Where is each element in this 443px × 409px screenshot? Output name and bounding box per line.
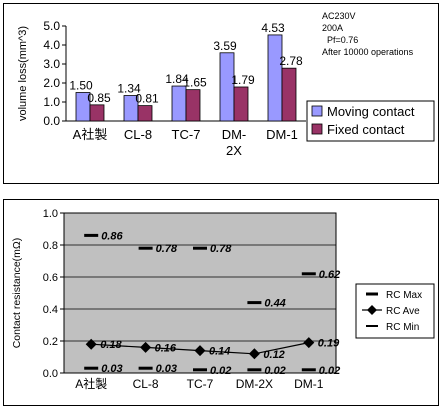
data-label: 0.81 xyxy=(135,92,159,106)
legend-box xyxy=(306,100,435,142)
legend-swatch xyxy=(311,105,323,117)
y-axis-label: volume loss(mm^3) xyxy=(17,26,29,121)
rc-max-label: 0.78 xyxy=(210,243,232,255)
rc-min-label: 0.03 xyxy=(156,363,177,375)
data-label: 2.78 xyxy=(279,54,303,68)
rc-ave-label: 0.12 xyxy=(263,349,284,361)
legend-swatch xyxy=(367,305,377,315)
data-label: 1.79 xyxy=(231,73,255,87)
data-label: 0.85 xyxy=(87,91,111,105)
y-tick-label: 5.0 xyxy=(43,19,60,33)
x-tick-label: CL-8 xyxy=(124,127,152,142)
rc-max-label: 0.78 xyxy=(156,243,178,255)
y-tick-label: 1.0 xyxy=(43,208,58,220)
rc-max-label: 0.62 xyxy=(319,269,340,281)
x-tick-label: CL-8 xyxy=(133,377,159,391)
annotation: 200A xyxy=(322,23,343,33)
rc-max-label: 0.44 xyxy=(264,298,285,310)
contact-resistance-chart-panel: 0.0 0.2 0.4 0.6 0.8 1.0 Contact resistance(mΩ)… xyxy=(3,199,439,406)
bar-fixed xyxy=(137,105,153,122)
y-tick-label: 1.0 xyxy=(43,95,60,109)
rc-ave-marker xyxy=(140,341,152,353)
annotation: After 10000 operations xyxy=(322,47,414,57)
rc-min-label: 0.03 xyxy=(101,363,122,375)
rc-max-label: 0.86 xyxy=(101,230,123,242)
y-tick-label: 3.0 xyxy=(43,57,60,71)
rc-ave-label: 0.19 xyxy=(318,338,340,350)
x-tick-label: DM-1 xyxy=(294,377,324,391)
rc-min-label: 0.02 xyxy=(264,365,285,377)
legend: Moving contact Fixed contact xyxy=(306,100,435,142)
data-label: 1.84 xyxy=(165,72,189,86)
rc-min-label: 0.02 xyxy=(210,365,231,377)
rc-ave-label: 0.14 xyxy=(209,346,230,358)
y-tick-label: 0.0 xyxy=(43,114,60,128)
bar-fixed xyxy=(89,104,105,122)
legend-label: RC Max xyxy=(386,290,422,301)
rc-ave-marker xyxy=(85,338,97,350)
legend-label: RC Ave xyxy=(386,306,420,317)
rc-ave-marker xyxy=(303,337,315,349)
data-label: 3.59 xyxy=(213,39,237,53)
rc-ave-label: 0.16 xyxy=(155,342,177,354)
data-label: 1.50 xyxy=(69,79,93,93)
bar-moving xyxy=(171,85,187,122)
y-tick-label: 0.0 xyxy=(43,368,58,380)
rc-min-label: 0.02 xyxy=(319,365,340,377)
y-tick-label: 0.4 xyxy=(43,304,58,316)
volume-loss-chart-panel: 0.0 1.0 2.0 3.0 4.0 5.0 volume loss(mm^3) 1.50 0… xyxy=(3,3,439,184)
bar-fixed xyxy=(281,67,297,122)
rc-ave-marker xyxy=(248,348,260,360)
x-tick-label: DM- xyxy=(222,127,247,142)
annotation: AC230V xyxy=(322,11,356,21)
y-tick-label: 2.0 xyxy=(43,76,60,90)
bar-fixed xyxy=(233,86,249,122)
y-tick-label: 0.2 xyxy=(43,336,58,348)
x-tick-label: A社製 xyxy=(73,127,108,142)
data-label: 4.53 xyxy=(261,21,285,35)
y-tick-label: 4.0 xyxy=(43,38,60,52)
legend-label: Moving contact xyxy=(327,104,415,119)
x-tick-label: 2X xyxy=(226,143,242,158)
y-tick-label: 0.8 xyxy=(43,240,58,252)
x-tick-label: A社製 xyxy=(75,376,107,391)
contact-resistance-chart: 0.0 0.2 0.4 0.6 0.8 1.0 Contact resistance(mΩ)… xyxy=(11,208,435,391)
legend: RC Max RC Ave RC Min xyxy=(355,283,435,339)
y-axis-label: Contact resistance(mΩ) xyxy=(11,238,23,349)
annotation: Pf=0.76 xyxy=(327,35,358,45)
legend-swatch xyxy=(311,123,323,135)
legend-label: Fixed contact xyxy=(327,122,405,137)
x-tick-label: DM-1 xyxy=(266,127,298,142)
rc-ave-label: 0.18 xyxy=(100,339,122,351)
legend-label: RC Min xyxy=(386,322,419,333)
bar-moving xyxy=(267,34,283,122)
data-label: 1.65 xyxy=(183,76,207,90)
x-tick-label: DM-2X xyxy=(236,377,273,391)
x-tick-label: TC-7 xyxy=(172,127,201,142)
bar-fixed xyxy=(185,89,201,122)
rc-ave-marker xyxy=(194,345,206,357)
data-label: 1.34 xyxy=(117,82,141,96)
x-tick-label: TC-7 xyxy=(187,377,214,391)
y-tick-label: 0.6 xyxy=(43,272,58,284)
